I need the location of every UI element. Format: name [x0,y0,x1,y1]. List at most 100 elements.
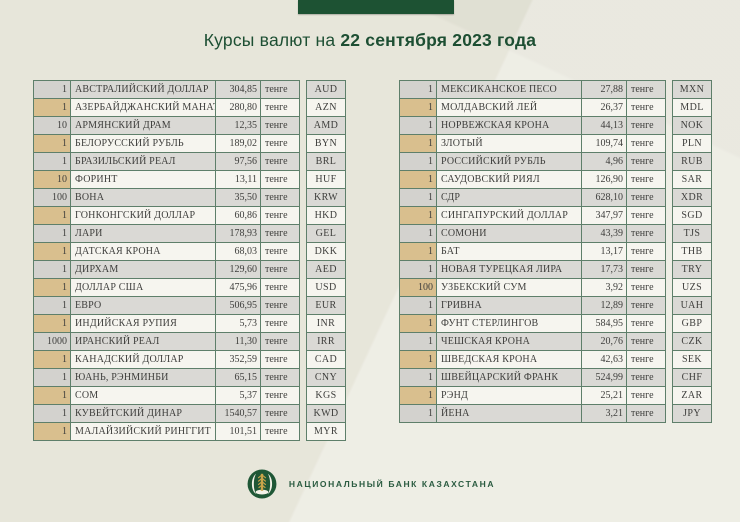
rate-cell: 475,96 [215,278,261,297]
unit-cell: тенге [260,296,300,315]
table-row: 100 ВОНА 35,50 тенге KRW [33,188,346,207]
table-row: 1 КАНАДСКИЙ ДОЛЛАР 352,59 тенге CAD [33,350,346,369]
table-row: 1 ГРИВНА 12,89 тенге UAH [399,296,712,315]
unit-cell: тенге [626,242,666,261]
table-row: 1 ЛАРИ 178,93 тенге GEL [33,224,346,243]
currency-code-cell: BYN [306,134,346,153]
table-row: 10 ФОРИНТ 13,11 тенге HUF [33,170,346,189]
currency-code-cell: HKD [306,206,346,225]
currency-code-cell: ZAR [672,386,712,405]
currency-name-cell: ГРИВНА [436,296,582,315]
currency-code-cell: GBP [672,314,712,333]
currency-name-cell: БАТ [436,242,582,261]
currency-name-cell: ШВЕДСКАЯ КРОНА [436,350,582,369]
rate-cell: 13,11 [215,170,261,189]
rate-cell: 17,73 [581,260,627,279]
quantity-cell: 1 [33,368,71,387]
quantity-cell: 1 [33,422,71,441]
currency-name-cell: ИРАНСКИЙ РЕАЛ [70,332,216,351]
table-row: 1 СДР 628,10 тенге XDR [399,188,712,207]
currency-name-cell: СОМ [70,386,216,405]
rate-cell: 628,10 [581,188,627,207]
quantity-cell: 1 [399,224,437,243]
table-row: 1 НОРВЕЖСКАЯ КРОНА 44,13 тенге NOK [399,116,712,135]
rate-cell: 27,88 [581,80,627,99]
rate-cell: 304,85 [215,80,261,99]
unit-cell: тенге [260,98,300,117]
unit-cell: тенге [626,116,666,135]
currency-code-cell: TRY [672,260,712,279]
table-row: 1 ЮАНЬ, РЭНМИНБИ 65,15 тенге CNY [33,368,346,387]
rate-cell: 129,60 [215,260,261,279]
table-row: 1 ЗЛОТЫЙ 109,74 тенге PLN [399,134,712,153]
rate-cell: 178,93 [215,224,261,243]
rate-cell: 35,50 [215,188,261,207]
unit-cell: тенге [626,170,666,189]
unit-cell: тенге [260,260,300,279]
rate-cell: 4,96 [581,152,627,171]
currency-name-cell: МАЛАЙЗИЙСКИЙ РИНГГИТ [70,422,216,441]
table-row: 1 БЕЛОРУССКИЙ РУБЛЬ 189,02 тенге BYN [33,134,346,153]
unit-cell: тенге [260,422,300,441]
table-row: 100 УЗБЕКСКИЙ СУМ 3,92 тенге UZS [399,278,712,297]
quantity-cell: 1 [399,206,437,225]
rate-cell: 3,21 [581,404,627,423]
table-row: 1 АЗЕРБАЙДЖАНСКИЙ МАНАТ 280,80 тенге AZN [33,98,346,117]
currency-name-cell: ФУНТ СТЕРЛИНГОВ [436,314,582,333]
currency-code-cell: KGS [306,386,346,405]
unit-cell: тенге [626,350,666,369]
table-row: 1 ДОЛЛАР США 475,96 тенге USD [33,278,346,297]
table-row: 1 ГОНКОНГСКИЙ ДОЛЛАР 60,86 тенге HKD [33,206,346,225]
currency-name-cell: ЮАНЬ, РЭНМИНБИ [70,368,216,387]
quantity-cell: 1 [33,314,71,333]
quantity-cell: 1 [399,350,437,369]
page-title-prefix: Курсы валют на [203,30,341,50]
currency-code-cell: RUB [672,152,712,171]
currency-code-cell: KRW [306,188,346,207]
currency-code-cell: AMD [306,116,346,135]
table-row: 1 БАТ 13,17 тенге THB [399,242,712,261]
table-row: 1 ФУНТ СТЕРЛИНГОВ 584,95 тенге GBP [399,314,712,333]
quantity-cell: 1 [399,314,437,333]
quantity-cell: 1 [399,332,437,351]
quantity-cell: 1 [33,224,71,243]
table-row: 1 БРАЗИЛЬСКИЙ РЕАЛ 97,56 тенге BRL [33,152,346,171]
rate-cell: 1540,57 [215,404,261,423]
quantity-cell: 1 [33,404,71,423]
table-row: 1000 ИРАНСКИЙ РЕАЛ 11,30 тенге IRR [33,332,346,351]
quantity-cell: 1 [399,260,437,279]
currency-code-cell: JPY [672,404,712,423]
rate-cell: 524,99 [581,368,627,387]
table-row: 1 ЙЕНА 3,21 тенге JPY [399,404,712,423]
rate-cell: 44,13 [581,116,627,135]
currency-code-cell: PLN [672,134,712,153]
rate-cell: 13,17 [581,242,627,261]
currency-name-cell: ЗЛОТЫЙ [436,134,582,153]
rate-cell: 25,21 [581,386,627,405]
currency-code-cell: SGD [672,206,712,225]
unit-cell: тенге [626,314,666,333]
currency-name-cell: ИНДИЙСКАЯ РУПИЯ [70,314,216,333]
currency-code-cell: SEK [672,350,712,369]
rate-cell: 12,35 [215,116,261,135]
table-row: 1 СОМОНИ 43,39 тенге TJS [399,224,712,243]
quantity-cell: 1 [33,386,71,405]
unit-cell: тенге [626,98,666,117]
table-row: 1 ЧЕШСКАЯ КРОНА 20,76 тенге CZK [399,332,712,351]
rate-cell: 65,15 [215,368,261,387]
currency-name-cell: КУВЕЙТСКИЙ ДИНАР [70,404,216,423]
unit-cell: тенге [260,116,300,135]
currency-name-cell: САУДОВСКИЙ РИЯЛ [436,170,582,189]
rate-cell: 68,03 [215,242,261,261]
quantity-cell: 1 [399,296,437,315]
rate-cell: 20,76 [581,332,627,351]
currency-code-cell: MXN [672,80,712,99]
currency-code-cell: XDR [672,188,712,207]
table-row: 1 РЭНД 25,21 тенге ZAR [399,386,712,405]
quantity-cell: 1 [399,404,437,423]
currency-name-cell: АЗЕРБАЙДЖАНСКИЙ МАНАТ [70,98,216,117]
quantity-cell: 10 [33,170,71,189]
rate-cell: 101,51 [215,422,261,441]
currency-name-cell: МОЛДАВСКИЙ ЛЕЙ [436,98,582,117]
